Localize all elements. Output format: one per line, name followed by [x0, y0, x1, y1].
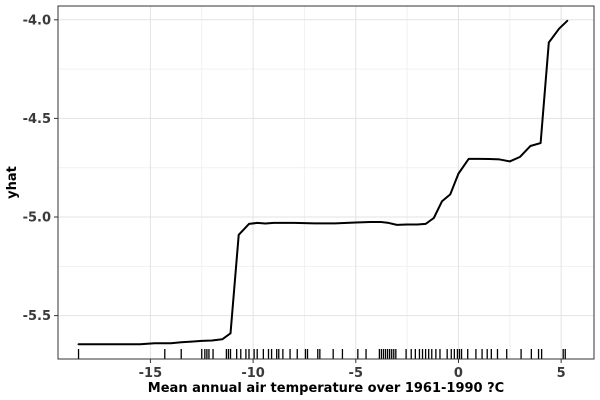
rug [77, 349, 566, 359]
grid [58, 6, 594, 359]
y-axis-tick-labels: -4.0 -4.5 -5.0 -5.5 [23, 13, 51, 324]
x-tick-label: -5 [349, 366, 363, 381]
y-tick-label: -5.5 [23, 309, 51, 324]
x-tick-label: -15 [139, 366, 163, 381]
x-tick-label: -10 [241, 366, 265, 381]
y-tick-label: -5.0 [23, 211, 51, 226]
y-axis-title: yhat [5, 166, 20, 199]
x-axis-ticks [149, 359, 562, 363]
series-line [77, 19, 569, 346]
x-tick-label: 5 [557, 366, 566, 381]
x-tick-label: 0 [454, 366, 463, 381]
plot-border [57, 5, 595, 360]
x-axis-title: Mean annual air temperature over 1961-19… [148, 381, 504, 396]
y-tick-label: -4.5 [23, 112, 51, 127]
x-axis-tick-labels: -15 -10 -5 0 5 [139, 366, 566, 381]
y-tick-label: -4.0 [23, 13, 51, 28]
y-axis-ticks [54, 19, 58, 317]
